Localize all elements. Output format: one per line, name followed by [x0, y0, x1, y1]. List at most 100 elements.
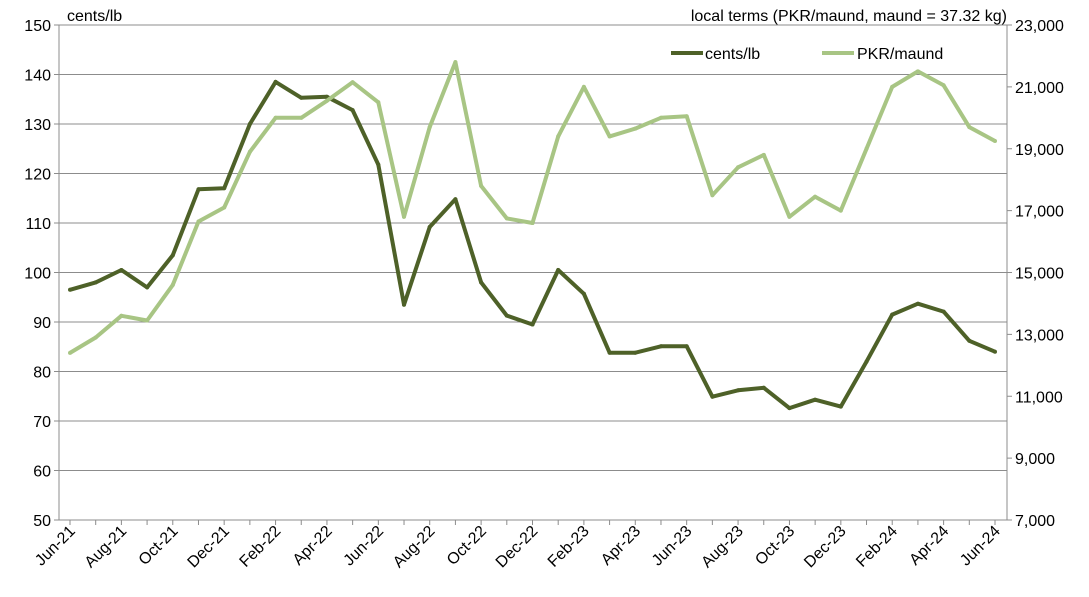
data-point-pkr-maund: [299, 115, 304, 120]
right-tick-label: 17,000: [1015, 204, 1064, 221]
data-point-pkr-maund: [864, 146, 869, 151]
data-point-pkr-maund: [915, 69, 920, 74]
data-point-pkr-maund: [222, 205, 227, 210]
data-point-cents-lb: [504, 313, 509, 318]
data-point-cents-lb: [68, 287, 72, 292]
x-tick-label: Jun-24: [957, 523, 1004, 570]
left-tick-label: 140: [24, 68, 51, 85]
data-point-cents-lb: [376, 162, 381, 167]
data-point-cents-lb: [427, 225, 432, 229]
series-line-cents-lb: [69, 79, 996, 411]
x-tick-label: Feb-24: [853, 523, 901, 571]
x-axis-ticks: Jun-21 Aug-21 Oct-21 Dec-21 Feb-22 Apr-22 Jun-…: [32, 520, 1004, 571]
x-tick-label: Feb-22: [237, 523, 285, 571]
x-tick-label: Oct-23: [752, 523, 798, 569]
left-tick-label: 100: [24, 266, 51, 283]
x-tick-label: Feb-23: [545, 523, 593, 571]
data-point-pkr-maund: [993, 139, 997, 143]
left-tick-label: 110: [25, 216, 51, 233]
data-point-pkr-maund: [504, 216, 509, 221]
data-point-cents-lb: [684, 344, 689, 349]
data-point-cents-lb: [941, 309, 946, 314]
left-tick-label: 90: [33, 315, 51, 332]
data-point-pkr-maund: [479, 183, 484, 188]
data-point-pkr-maund: [838, 208, 843, 213]
data-point-pkr-maund: [941, 83, 946, 88]
series-line-pkr-maund: [68, 60, 996, 355]
x-tick-label: Apr-22: [290, 523, 336, 569]
data-point-pkr-maund: [119, 313, 124, 318]
data-point-pkr-maund: [633, 126, 638, 131]
data-point-pkr-maund: [427, 125, 432, 130]
right-tick-label: 13,000: [1015, 327, 1064, 344]
data-point-cents-lb: [273, 79, 278, 84]
data-point-cents-lb: [170, 253, 175, 258]
data-point-pkr-maund: [556, 134, 561, 139]
data-point-pkr-maund: [813, 194, 818, 199]
data-point-pkr-maund: [967, 125, 972, 130]
data-point-pkr-maund: [273, 115, 278, 120]
data-point-cents-lb: [838, 404, 843, 409]
data-point-pkr-maund: [170, 282, 175, 287]
x-tick-label: Aug-21: [82, 523, 131, 572]
data-point-pkr-maund: [324, 98, 329, 103]
x-tick-label: Oct-21: [136, 523, 182, 569]
data-point-cents-lb: [993, 349, 997, 354]
right-tick-label: 19,000: [1015, 142, 1064, 159]
data-point-pkr-maund: [659, 115, 663, 120]
data-point-cents-lb: [222, 186, 227, 191]
right-y-axis-ticks: 7,000 9,000 11,000 13,000 15,000 17,000 19,000…: [1007, 18, 1064, 530]
x-tick-label: Apr-24: [906, 523, 952, 569]
data-point-pkr-maund: [787, 214, 792, 219]
data-point-cents-lb: [556, 268, 561, 272]
left-tick-label: 120: [24, 167, 51, 184]
data-point-cents-lb: [350, 108, 355, 113]
right-tick-label: 21,000: [1015, 80, 1064, 97]
data-point-cents-lb: [145, 285, 150, 290]
data-point-cents-lb: [119, 268, 124, 272]
data-point-cents-lb: [813, 397, 818, 402]
data-point-cents-lb: [633, 350, 638, 355]
left-tick-label: 80: [33, 365, 51, 382]
x-tick-label: Dec-23: [801, 523, 850, 572]
data-point-pkr-maund: [684, 114, 689, 119]
data-point-cents-lb: [93, 280, 98, 285]
x-tick-label: Apr-23: [598, 523, 644, 569]
data-point-pkr-maund: [890, 84, 895, 89]
data-point-pkr-maund: [145, 318, 150, 323]
data-point-cents-lb: [196, 187, 201, 192]
data-point-cents-lb: [890, 312, 895, 317]
data-point-cents-lb: [581, 291, 586, 296]
series: [68, 60, 997, 411]
right-tick-label: 11,000: [1015, 389, 1063, 406]
data-point-cents-lb: [915, 301, 920, 306]
data-point-cents-lb: [710, 394, 715, 399]
x-tick-label: Dec-22: [493, 523, 542, 572]
right-tick-label: 15,000: [1015, 266, 1064, 283]
data-point-pkr-maund: [350, 80, 355, 85]
data-point-cents-lb: [607, 350, 612, 355]
left-axis-unit-label: cents/lb: [67, 8, 122, 25]
data-point-cents-lb: [530, 322, 535, 327]
data-point-cents-lb: [299, 95, 304, 100]
data-point-cents-lb: [761, 385, 766, 390]
legend-label-pkr-maund: PKR/maund: [857, 46, 943, 63]
x-tick-label: Oct-22: [444, 523, 490, 569]
x-tick-label: Aug-23: [698, 523, 747, 572]
left-tick-label: 50: [33, 513, 51, 530]
gridlines: [59, 24, 1007, 521]
data-point-pkr-maund: [761, 152, 766, 157]
right-axis-unit-label: local terms (PKR/maund, maund = 37.32 kg…: [691, 8, 1007, 25]
left-y-axis-ticks: 50 60 70 80 90 100 110 120 130 140 150: [24, 18, 59, 530]
x-tick-label: Aug-22: [390, 523, 439, 572]
data-point-cents-lb: [967, 338, 972, 343]
x-tick-label: Dec-21: [185, 523, 234, 572]
data-point-cents-lb: [736, 388, 741, 393]
series-cents-lb: [68, 79, 997, 411]
data-point-cents-lb: [453, 197, 458, 202]
data-point-cents-lb: [787, 406, 792, 411]
data-point-pkr-maund: [247, 149, 252, 154]
data-point-cents-lb: [479, 280, 484, 285]
